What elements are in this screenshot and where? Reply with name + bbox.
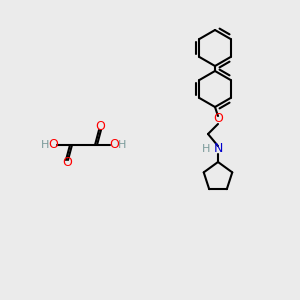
Text: N: N (213, 142, 223, 155)
Text: O: O (109, 139, 119, 152)
Text: H: H (41, 140, 49, 150)
Text: O: O (213, 112, 223, 125)
Text: O: O (95, 121, 105, 134)
Text: H: H (118, 140, 126, 150)
Text: O: O (62, 157, 72, 169)
Text: H: H (202, 144, 210, 154)
Text: O: O (48, 139, 58, 152)
